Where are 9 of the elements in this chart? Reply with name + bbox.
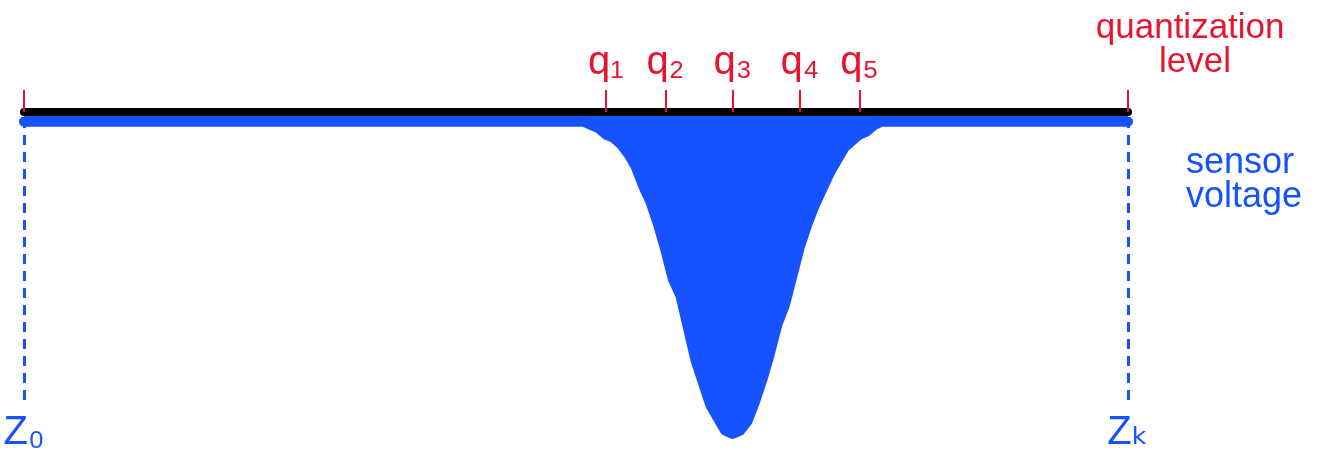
x-tick-label: q₄: [780, 38, 820, 82]
x-tick-label: q₃: [713, 38, 752, 82]
x-tick-label: Z₀: [3, 408, 45, 452]
x-tick-label: Zₖ: [1107, 408, 1149, 452]
x-tick-label: q₂: [646, 38, 685, 82]
series-label: sensor voltage: [1186, 140, 1305, 216]
x-axis-title: quantization level: [1095, 5, 1295, 79]
x-tick-label: q₁: [587, 38, 624, 82]
x-tick-label: q₅: [840, 38, 879, 82]
